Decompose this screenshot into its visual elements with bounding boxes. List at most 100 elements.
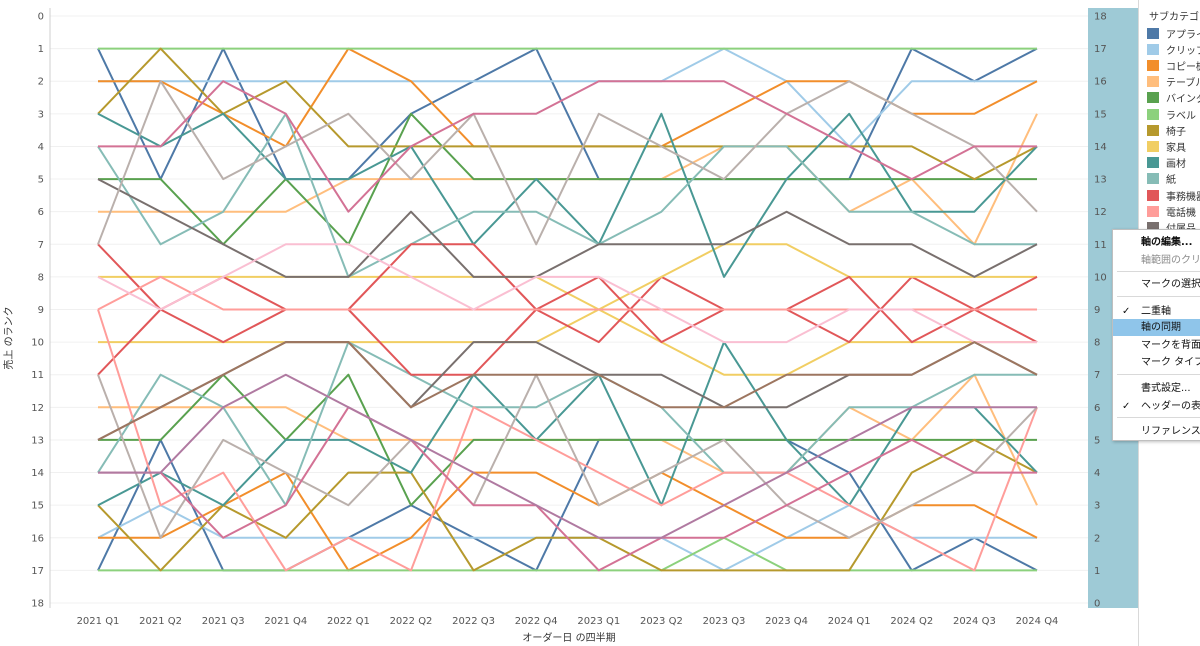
series-lines: [97, 47, 1038, 572]
menu-item: 軸範囲のクリア: [1113, 252, 1200, 269]
legend-item[interactable]: 電話機: [1147, 204, 1196, 219]
legend-swatch: [1147, 140, 1159, 152]
left-tick-label: 17: [31, 566, 44, 577]
left-tick-label: 3: [38, 109, 44, 120]
x-tick-label: 2021 Q2: [139, 616, 182, 627]
x-axis-title: オーダー日 の四半期: [522, 631, 615, 644]
x-tick-label: 2022 Q2: [390, 616, 433, 627]
legend-item[interactable]: 画材: [1147, 156, 1186, 170]
legend-swatch: [1147, 173, 1159, 185]
legend-item[interactable]: テーブル: [1147, 75, 1200, 89]
left-tick-label: 2: [38, 77, 44, 88]
menu-item-label: マークの選択: [1141, 279, 1200, 290]
legend-swatch: [1147, 76, 1159, 88]
legend-item[interactable]: 家具: [1147, 139, 1186, 154]
x-tick-label: 2024 Q1: [828, 616, 871, 627]
legend-label: ラベル: [1166, 110, 1196, 122]
legend-item[interactable]: クリップ: [1147, 42, 1200, 57]
menu-item[interactable]: 書式設定...: [1113, 380, 1200, 397]
menu-item-label: 軸の同期: [1141, 322, 1181, 333]
right-tick-label: 14: [1094, 142, 1107, 153]
right-tick-label: 7: [1094, 370, 1100, 381]
left-tick-label: 18: [31, 599, 44, 610]
menu-separator: [1117, 374, 1200, 375]
series-line[interactable]: [98, 47, 1037, 148]
left-tick-label: 0: [38, 12, 44, 23]
legend-item[interactable]: コピー機: [1147, 58, 1200, 73]
series-line-lower[interactable]: [97, 373, 1038, 539]
legend-label: 紙: [1166, 175, 1176, 187]
x-tick-label: 2021 Q3: [202, 616, 245, 627]
left-tick-label: 6: [38, 207, 44, 218]
left-tick-label: 16: [31, 533, 44, 544]
series-line-lower[interactable]: [98, 406, 1037, 572]
left-tick-label: 14: [31, 468, 44, 479]
menu-separator: [1117, 296, 1200, 297]
right-tick-label: 9: [1094, 305, 1100, 316]
menu-item[interactable]: マーク タイプ: [1113, 354, 1200, 371]
legend-label: 椅子: [1166, 126, 1186, 138]
series-line[interactable]: [97, 80, 1038, 246]
legend-label: 事務機器: [1166, 191, 1200, 203]
legend-label: バインダー: [1166, 94, 1200, 106]
legend-label: 画材: [1166, 159, 1186, 171]
menu-item-label: マーク タイプ: [1141, 357, 1200, 368]
menu-item[interactable]: マークの選択: [1113, 276, 1200, 293]
left-tick-label: 7: [38, 240, 44, 251]
menu-item[interactable]: 軸の同期: [1113, 319, 1200, 336]
series-line-lower[interactable]: [98, 536, 1037, 572]
legend-swatch: [1147, 59, 1159, 71]
right-tick-label: 10: [1094, 272, 1107, 283]
menu-item-label: 軸範囲のクリア: [1141, 255, 1200, 266]
legend-item[interactable]: ラベル: [1147, 107, 1196, 122]
legend-swatch: [1147, 92, 1159, 104]
series-line[interactable]: [97, 341, 1038, 441]
menu-item[interactable]: ✓ 二重軸: [1113, 303, 1200, 320]
legend-swatch: [1147, 157, 1159, 169]
left-tick-label: 8: [38, 272, 44, 283]
x-tick-label: 2022 Q3: [452, 616, 495, 627]
menu-item[interactable]: リファレンス ライン: [1113, 423, 1200, 440]
x-tick-label: 2023 Q3: [703, 616, 746, 627]
legend-swatch: [1147, 221, 1159, 233]
checkmark-icon: ✓: [1122, 306, 1131, 317]
right-tick-label: 12: [1094, 207, 1107, 218]
left-tick-label: 1: [38, 44, 44, 55]
menu-item-label: 書式設定...: [1141, 383, 1191, 394]
right-tick-label: 0: [1094, 599, 1100, 610]
right-tick-label: 8: [1094, 338, 1100, 349]
x-tick-label: 2024 Q4: [1016, 616, 1059, 627]
legend-title: サブカテゴリ: [1149, 12, 1200, 23]
menu-item-label: 軸の編集...: [1141, 237, 1193, 248]
legend-item[interactable]: 椅子: [1147, 123, 1186, 138]
x-tick-label: 2024 Q2: [890, 616, 933, 627]
legend-item[interactable]: アプライアンス: [1147, 26, 1200, 41]
menu-item[interactable]: マークを背面に移動: [1113, 337, 1200, 354]
menu-item-label: マークを背面に移動: [1141, 340, 1200, 351]
legend-item[interactable]: バインダー: [1147, 91, 1200, 105]
series-line[interactable]: [98, 373, 1037, 539]
legend-label: 家具: [1166, 142, 1186, 154]
legend-item[interactable]: 事務機器: [1147, 188, 1200, 203]
left-tick-label: 15: [31, 501, 44, 512]
right-tick-label: 6: [1094, 403, 1100, 414]
chart-area: 0 1 2 3 4 5 6 7 8 9 10 11 12 13 14 15 16 17 18 18 17 16 15 14 1…: [2, 8, 1138, 644]
plot-background: [50, 8, 1088, 608]
legend-swatch: [1147, 189, 1159, 201]
series-line[interactable]: [98, 80, 1037, 213]
menu-item[interactable]: ✓ ヘッダーの表示: [1113, 398, 1200, 415]
menu-item[interactable]: 軸の編集...: [1113, 234, 1200, 251]
right-tick-label: 15: [1094, 109, 1107, 120]
x-tick-label: 2021 Q4: [264, 616, 307, 627]
right-tick-label: 5: [1094, 435, 1100, 446]
right-tick-label: 17: [1094, 44, 1107, 55]
x-axis: 2021 Q1 2021 Q2 2021 Q3 2021 Q4 2022 Q1 2022 …: [77, 616, 1059, 627]
legend-item[interactable]: 紙: [1147, 172, 1176, 186]
left-tick-label: 13: [31, 435, 44, 446]
legend-label: 電話機: [1166, 207, 1196, 219]
left-tick-label: 4: [38, 142, 44, 153]
series-line[interactable]: [97, 243, 1037, 344]
